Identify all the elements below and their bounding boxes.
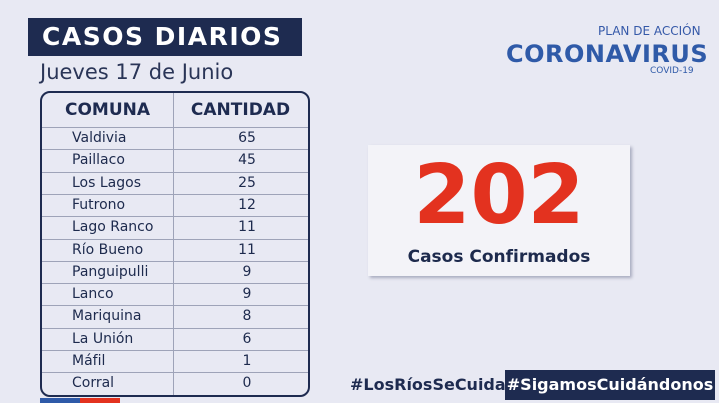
comuna: La Unión bbox=[72, 330, 134, 347]
flag-stripe bbox=[40, 398, 80, 403]
logo-top: PLAN DE ACCIÓN bbox=[598, 24, 701, 38]
column-header: CANTIDAD bbox=[190, 100, 291, 120]
table-row: Futrono 12 bbox=[42, 193, 308, 216]
total-box: 202 Casos Confirmados bbox=[368, 145, 630, 276]
cantidad: 12 bbox=[238, 196, 256, 213]
cantidad: 9 bbox=[242, 286, 252, 303]
comuna: Máfil bbox=[72, 353, 106, 369]
cantidad: 45 bbox=[238, 152, 256, 169]
cantidad: 9 bbox=[242, 263, 252, 280]
flag-stripe bbox=[80, 398, 120, 403]
title: CASOS DIARIOS bbox=[28, 18, 302, 56]
table-row: Lago Ranco 11 bbox=[42, 216, 308, 238]
comuna: Río Bueno bbox=[72, 241, 144, 258]
total-value: 202 bbox=[413, 148, 585, 243]
column-divider bbox=[173, 93, 174, 395]
table-row: Río Bueno 11 bbox=[42, 238, 308, 261]
logo-sub: COVID-19 bbox=[650, 66, 694, 76]
cantidad: 0 bbox=[242, 375, 252, 392]
comuna: Lago Ranco bbox=[72, 219, 154, 236]
logo-main: CORONAVIRUS bbox=[506, 40, 709, 68]
cantidad: 25 bbox=[238, 174, 256, 191]
table-row: Los Lagos 25 bbox=[42, 171, 308, 194]
table-row: Panguipulli 9 bbox=[42, 260, 308, 283]
table: COMUNA CANTIDAD Valdivia 65 Paillaco 45 Los … bbox=[40, 91, 310, 397]
comuna: Futrono bbox=[72, 196, 126, 213]
comuna: Mariquina bbox=[72, 308, 142, 325]
table-row: Valdivia 65 bbox=[42, 127, 308, 149]
hashtag: #SigamosCuidándonos bbox=[505, 370, 715, 400]
cantidad: 6 bbox=[242, 330, 252, 347]
cantidad: 1 bbox=[242, 353, 252, 369]
table-row: Mariquina 8 bbox=[42, 305, 308, 327]
comuna: Lanco bbox=[72, 286, 114, 303]
table-row: Máfil 1 bbox=[42, 350, 308, 372]
date: Jueves 17 de Junio bbox=[40, 60, 234, 84]
cantidad: 11 bbox=[238, 219, 256, 236]
table-row: Lanco 9 bbox=[42, 283, 308, 305]
table-row: Paillaco 45 bbox=[42, 149, 308, 171]
comuna: Valdivia bbox=[72, 130, 127, 146]
comuna: Panguipulli bbox=[72, 263, 149, 280]
comuna: Los Lagos bbox=[72, 174, 141, 191]
comuna: Corral bbox=[72, 375, 115, 392]
column-header: COMUNA bbox=[64, 100, 151, 120]
table-row: Corral 0 bbox=[42, 372, 308, 394]
cantidad: 65 bbox=[238, 130, 256, 146]
hashtag: #LosRíosSeCuida bbox=[350, 375, 506, 394]
table-row: La Unión 6 bbox=[42, 327, 308, 350]
cantidad: 11 bbox=[238, 241, 256, 258]
cantidad: 8 bbox=[242, 308, 252, 325]
total-label: Casos Confirmados bbox=[407, 247, 591, 267]
comuna: Paillaco bbox=[72, 152, 125, 169]
